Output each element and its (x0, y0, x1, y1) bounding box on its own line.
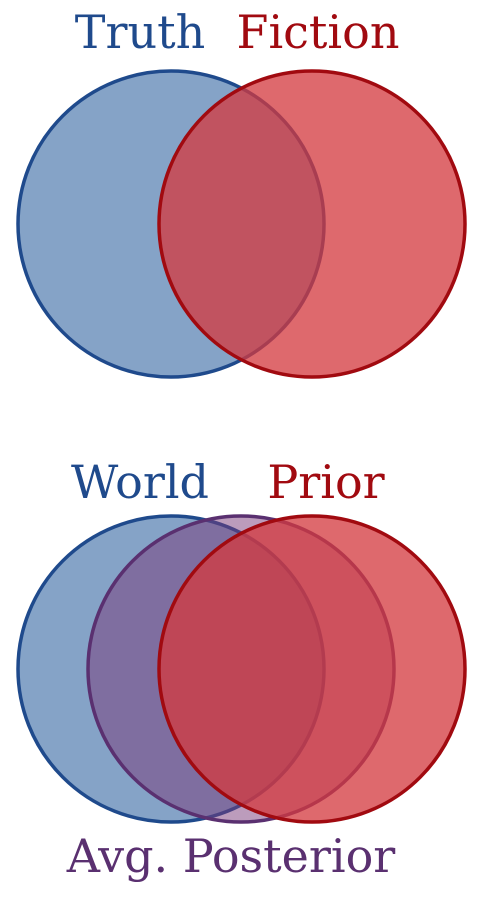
truth-label: Truth (75, 5, 205, 59)
world-prior-posterior-venn: World Prior Avg. Posterior (16, 455, 467, 883)
avg-posterior-label: Avg. Posterior (66, 829, 396, 883)
world-label: World (71, 455, 209, 509)
fiction-label: Fiction (237, 5, 400, 59)
prior-label: Prior (267, 455, 384, 509)
truth-fiction-venn: Truth Fiction (16, 5, 467, 379)
prior-circle (157, 514, 467, 824)
fiction-circle (157, 69, 467, 379)
